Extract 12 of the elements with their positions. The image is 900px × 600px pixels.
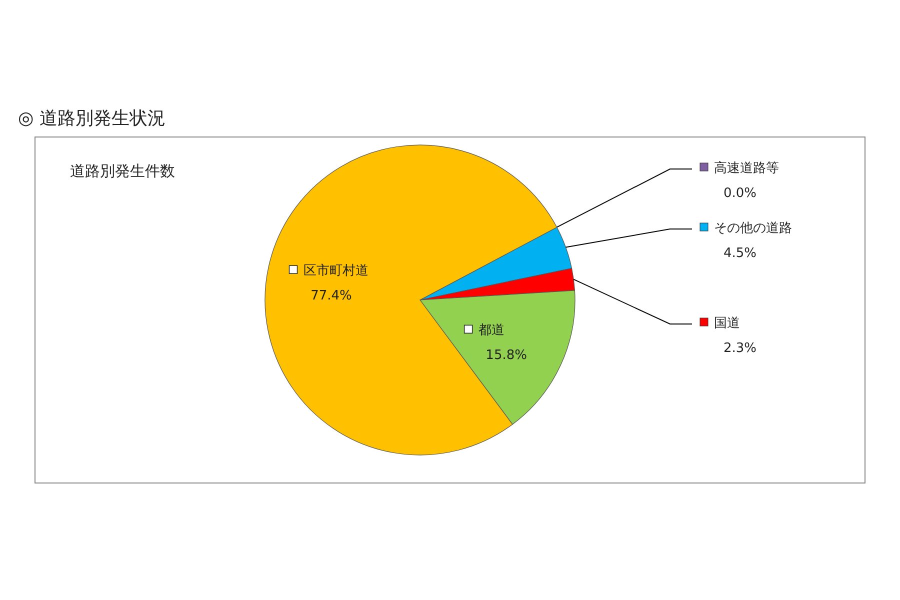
label: 高速道路等 — [714, 161, 779, 176]
value-label: 77.4% — [310, 288, 352, 304]
label: 都道 — [478, 323, 504, 338]
value-label: 2.3% — [723, 341, 757, 356]
label: 区市町村道 — [303, 264, 368, 279]
value-label: 15.8% — [486, 348, 527, 364]
value-label: 4.5% — [723, 246, 757, 261]
title: ◎ 道路別発生状況 — [18, 108, 166, 129]
label: 国道 — [714, 316, 740, 331]
value-label: 0.0% — [723, 186, 757, 201]
label: その他の道路 — [714, 221, 792, 236]
subtitle: 道路別発生件数 — [70, 162, 175, 180]
